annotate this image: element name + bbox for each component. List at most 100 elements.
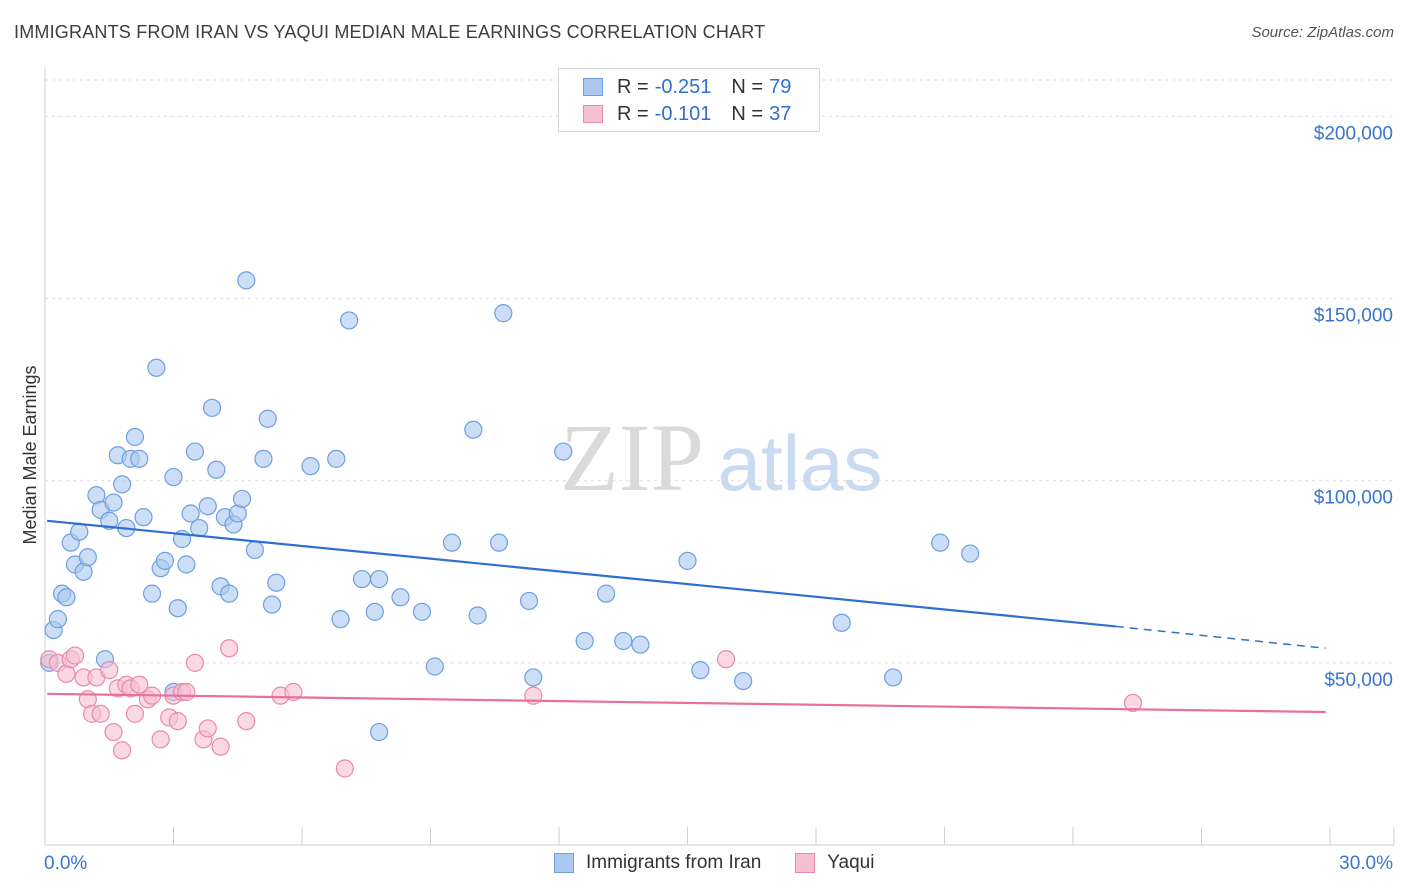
source-label: Source: ZipAtlas.com bbox=[1251, 24, 1394, 41]
trend-line-iran-extension bbox=[1115, 625, 1326, 650]
point-yaqui bbox=[91, 704, 110, 723]
point-iran bbox=[70, 522, 89, 541]
point-yaqui bbox=[335, 759, 354, 778]
legend-r-value: -0.101 bbox=[654, 102, 712, 125]
point-iran bbox=[155, 551, 175, 570]
point-iran bbox=[254, 449, 273, 468]
y-axis-label: Median Male Earnings bbox=[20, 365, 40, 544]
point-yaqui bbox=[112, 741, 132, 760]
point-iran bbox=[327, 449, 346, 468]
point-iran bbox=[425, 657, 444, 676]
legend-swatch-iran bbox=[583, 78, 603, 96]
point-iran bbox=[614, 631, 633, 651]
watermark-zip: ZIP bbox=[560, 404, 704, 511]
point-iran bbox=[100, 511, 119, 530]
point-iran bbox=[734, 671, 753, 691]
bottom-legend-swatch-iran bbox=[554, 853, 574, 873]
trend-lines bbox=[47, 519, 1326, 714]
point-iran bbox=[232, 489, 252, 509]
point-iran bbox=[468, 606, 487, 625]
legend-swatch-yaqui bbox=[583, 105, 603, 123]
y-tick-label: $150,000 bbox=[1314, 306, 1393, 327]
trend-line-yaqui bbox=[47, 692, 1326, 714]
axes bbox=[44, 68, 1395, 846]
legend: R = -0.251 N = 79 R = -0.101 N = 37 bbox=[558, 68, 820, 132]
data-points bbox=[40, 271, 1143, 778]
point-iran bbox=[519, 591, 539, 611]
point-iran bbox=[370, 722, 389, 742]
point-iran bbox=[104, 493, 123, 512]
point-yaqui bbox=[237, 712, 256, 731]
legend-r-label: R = bbox=[617, 102, 649, 125]
point-yaqui bbox=[1123, 693, 1143, 713]
point-yaqui bbox=[130, 675, 149, 694]
point-iran bbox=[130, 449, 149, 468]
point-iran bbox=[78, 548, 97, 567]
point-iran bbox=[198, 497, 217, 516]
point-iran bbox=[961, 544, 980, 563]
point-iran bbox=[190, 518, 209, 538]
point-iran bbox=[365, 602, 384, 621]
legend-row-yaqui: R = -0.101 N = 37 bbox=[583, 101, 791, 127]
legend-n-value: 79 bbox=[769, 75, 792, 98]
point-iran bbox=[267, 573, 286, 592]
point-iran bbox=[352, 569, 372, 589]
point-iran bbox=[147, 358, 166, 377]
grid-lines bbox=[45, 79, 1394, 664]
point-iran bbox=[168, 599, 187, 618]
point-yaqui bbox=[177, 682, 196, 702]
bottom-legend-swatch-yaqui bbox=[795, 853, 816, 873]
point-iran bbox=[237, 271, 256, 290]
point-yaqui bbox=[211, 737, 230, 756]
point-iran bbox=[134, 508, 153, 527]
point-yaqui bbox=[198, 719, 217, 738]
bottom-legend-label-iran: Immigrants from Iran bbox=[586, 852, 762, 873]
bottom-legend: Immigrants from Iran Yaqui bbox=[554, 852, 908, 874]
point-yaqui bbox=[100, 661, 119, 680]
tick-labels: $50,000 $100,000 $150,000 $200,000 0.0% 30.0% bbox=[44, 123, 1393, 874]
point-iran bbox=[142, 584, 162, 603]
point-iran bbox=[883, 668, 903, 687]
x-tick-label: 30.0% bbox=[1339, 853, 1393, 874]
point-iran bbox=[125, 427, 145, 447]
point-iran bbox=[258, 409, 277, 428]
point-iran bbox=[442, 533, 462, 552]
point-iran bbox=[412, 602, 432, 621]
point-iran bbox=[464, 420, 483, 439]
legend-r-label: R = bbox=[617, 75, 649, 98]
point-yaqui bbox=[220, 639, 239, 658]
point-iran bbox=[691, 661, 710, 680]
point-iran bbox=[181, 504, 200, 523]
trend-line-iran bbox=[47, 519, 1116, 628]
point-iran bbox=[202, 398, 222, 417]
point-iran bbox=[331, 610, 350, 629]
point-iran bbox=[489, 533, 509, 552]
point-yaqui bbox=[104, 722, 123, 742]
point-yaqui bbox=[151, 730, 170, 749]
y-tick-label: $200,000 bbox=[1314, 123, 1393, 144]
point-yaqui bbox=[185, 653, 205, 672]
point-iran bbox=[57, 588, 76, 607]
legend-n-value: 37 bbox=[769, 102, 792, 125]
y-tick-label: $50,000 bbox=[1324, 670, 1393, 691]
point-yaqui bbox=[716, 650, 736, 669]
point-iran bbox=[494, 304, 513, 323]
point-iran bbox=[631, 635, 650, 654]
point-iran bbox=[832, 613, 851, 632]
y-tick-label: $100,000 bbox=[1314, 488, 1393, 509]
point-iran bbox=[575, 631, 594, 651]
point-iran bbox=[931, 533, 950, 552]
point-yaqui bbox=[168, 712, 187, 731]
point-iran bbox=[301, 457, 320, 476]
legend-row-iran: R = -0.251 N = 79 bbox=[583, 74, 791, 100]
bottom-legend-item-iran: Immigrants from Iran bbox=[554, 852, 761, 874]
point-iran bbox=[220, 584, 239, 603]
point-iran bbox=[524, 668, 543, 687]
point-yaqui bbox=[65, 646, 85, 665]
point-iran bbox=[185, 442, 205, 461]
point-iran bbox=[370, 569, 389, 589]
point-iran bbox=[678, 551, 697, 570]
point-iran bbox=[48, 610, 67, 629]
point-iran bbox=[177, 555, 196, 574]
